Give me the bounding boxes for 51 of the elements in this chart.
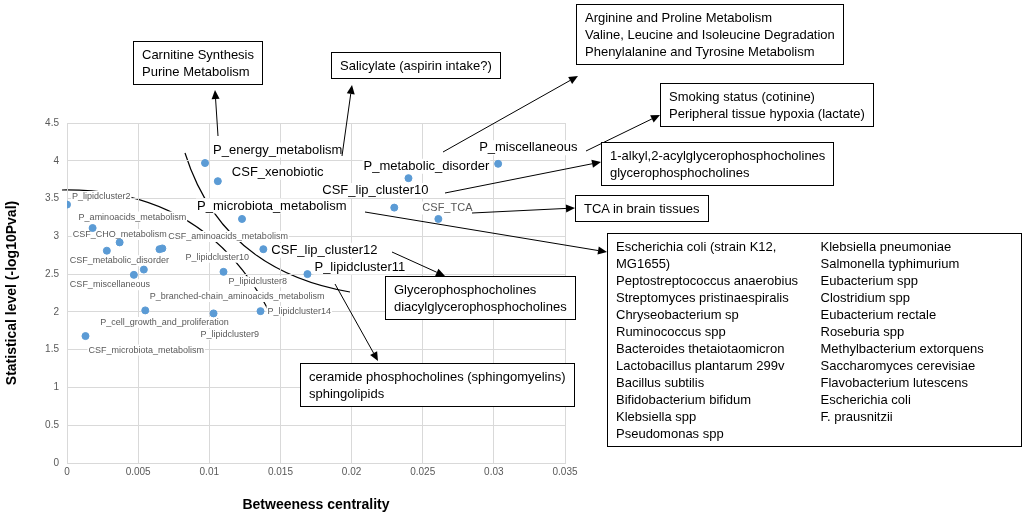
text: Salicylate (aspirin intake?) — [331, 52, 501, 79]
text: Arginine and Proline Metabolism Valine, Leucine and Isoleucine Degradation Phenylalanine and Tyrosine Metabolism — [576, 4, 844, 65]
annotation: P_aminoacids_metabolism — [78, 211, 187, 222]
annotation: P_energy_metabolism — [213, 141, 343, 157]
annotation: P_miscellaneous — [479, 139, 578, 155]
annotation: CSF_miscellaneous — [69, 279, 151, 290]
x-tick-label: 0.025 — [410, 465, 436, 477]
annotation: CSF_lip_cluster12 — [271, 241, 378, 257]
y-tick-label: 0.5 — [45, 418, 60, 430]
y-tick-label: 4 — [53, 154, 60, 166]
annotation: P_lipidcluster9 — [200, 328, 260, 339]
annotation: CSF_aminoacids_metabolism — [168, 230, 288, 241]
y-tick-label: 2.5 — [45, 267, 60, 279]
annotation: Glycerophosphocholines diacylglycerophosphocholines — [385, 276, 576, 320]
text: 1-alkyl,2-acylglycerophosphocholines glycerophosphocholines — [601, 142, 835, 186]
annotation: CSF_microbiota_metabolism — [88, 344, 205, 355]
y-tick-label: 0 — [53, 456, 60, 468]
y-tick-label: 1 — [53, 381, 60, 393]
y-tick-label: 3 — [53, 230, 60, 242]
x-tick-label: 0.005 — [125, 465, 152, 477]
y-tick-label: 4.5 — [45, 116, 60, 128]
annotation: P_lipidcluster8 — [228, 276, 288, 287]
annotation: CSF_TCA — [422, 200, 474, 213]
text: TCA in brain tissues — [575, 195, 709, 222]
annotation: P_microbiota_metabolism — [197, 197, 347, 213]
annotation: P_lipidcluster11 — [314, 258, 406, 274]
y-tick-label: 2 — [53, 305, 60, 317]
annotation: CSF_lip_cluster10 — [322, 182, 429, 198]
x-tick-label: 0.035 — [552, 465, 578, 477]
annotation: CSF_metabolic_disorder — [69, 255, 169, 266]
annotation: CSF_CHO_metabolism — [72, 228, 167, 239]
annotation: P_lipidcluster14 — [267, 305, 332, 316]
annotation: ceramide phosphocholines (sphingomyelins) sphingolipids — [300, 363, 575, 407]
annotation: CSF_xenobiotic — [231, 163, 325, 179]
y-tick-label: 3.5 — [45, 192, 60, 204]
text: Carnitine Synthesis Purine Metabolism — [133, 41, 263, 85]
annotation: P_lipidcluster10 — [185, 251, 250, 262]
annotation: P_branched-chain_aminoacids_metabolism — [149, 291, 325, 302]
x-tick-label: 0.03 — [484, 465, 505, 477]
text: Smoking status (cotinine) Peripheral tissue hypoxia (lactate) — [660, 83, 874, 127]
annotation: P_cell_growth_and_proliferation — [100, 316, 229, 327]
x-axis-title: Betweeness centrality — [242, 496, 390, 513]
text: Escherichia coli (strain K12, MG1655) Peptostreptococcus anaerobius Streptomyces pristinaespiralis Chryseobacterium sp Ruminococcus spp Bacteroides thetaiotaomicron Lactobacillus plantarum 299v Bacillus subtilis Bifidobacterium bifidum Klebsiella spp Pseudomonas spp Klebsiella pneumoniae Salmonella typhimurium Eubacterium spp Clostridium spp Eubacterium rectale Roseburia spp Methylbacterium extorquens Saccharomyces cerevisiae Flavobacterium lutescens Escherichia coli F. prausnitzii — [616, 239, 984, 441]
x-tick-label: 0.02 — [341, 465, 362, 477]
x-tick-label: 0.01 — [199, 465, 220, 477]
annotation: P_lipidcluster2 — [72, 191, 131, 202]
x-tick-label: 0 — [64, 465, 71, 477]
y-tick-label: 1.5 — [45, 343, 60, 355]
annotation: P_metabolic_disorder — [363, 157, 490, 173]
x-tick-label: 0.015 — [267, 465, 294, 477]
y-axis-title: Statistical level (-log10Pval) — [3, 200, 20, 386]
